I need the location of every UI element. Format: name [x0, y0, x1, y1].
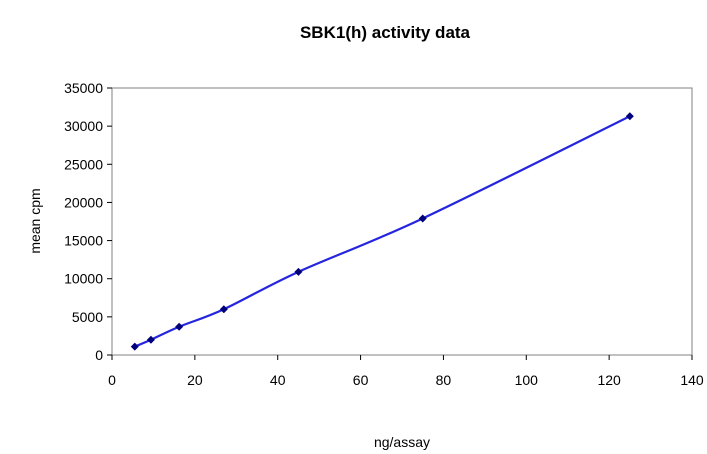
x-tick-label: 120	[597, 372, 621, 388]
x-tick-label: 100	[515, 372, 539, 388]
data-point-marker	[130, 342, 139, 351]
x-axis: 0 20 40 60 80 100 120 140	[108, 355, 704, 388]
y-axis: 0 5000 10000 15000 20000 25000 30000 35000	[64, 80, 112, 363]
data-point-marker	[219, 305, 228, 314]
chart-title: SBK1(h) activity data	[300, 23, 471, 42]
y-tick-label: 20000	[64, 194, 103, 210]
x-tick-label: 20	[187, 372, 203, 388]
y-tick-label: 30000	[64, 118, 103, 134]
data-point-marker	[294, 267, 303, 276]
series-markers	[130, 112, 634, 351]
y-tick-label: 15000	[64, 233, 103, 249]
y-tick-label: 35000	[64, 80, 103, 96]
x-tick-label: 80	[436, 372, 452, 388]
y-tick-label: 10000	[64, 271, 103, 287]
series-line	[134, 115, 631, 348]
y-tick-label: 0	[95, 347, 103, 363]
data-point-marker	[175, 322, 184, 331]
data-point-marker	[146, 335, 155, 344]
data-point-marker	[418, 214, 427, 223]
x-tick-label: 0	[108, 372, 116, 388]
y-tick-label: 5000	[72, 309, 103, 325]
y-tick-label: 25000	[64, 156, 103, 172]
y-axis-label: mean cpm	[27, 188, 43, 253]
x-tick-label: 140	[680, 372, 704, 388]
x-tick-label: 60	[353, 372, 369, 388]
x-axis-label: ng/assay	[374, 434, 430, 450]
data-point-marker	[625, 112, 634, 121]
x-tick-label: 40	[270, 372, 286, 388]
